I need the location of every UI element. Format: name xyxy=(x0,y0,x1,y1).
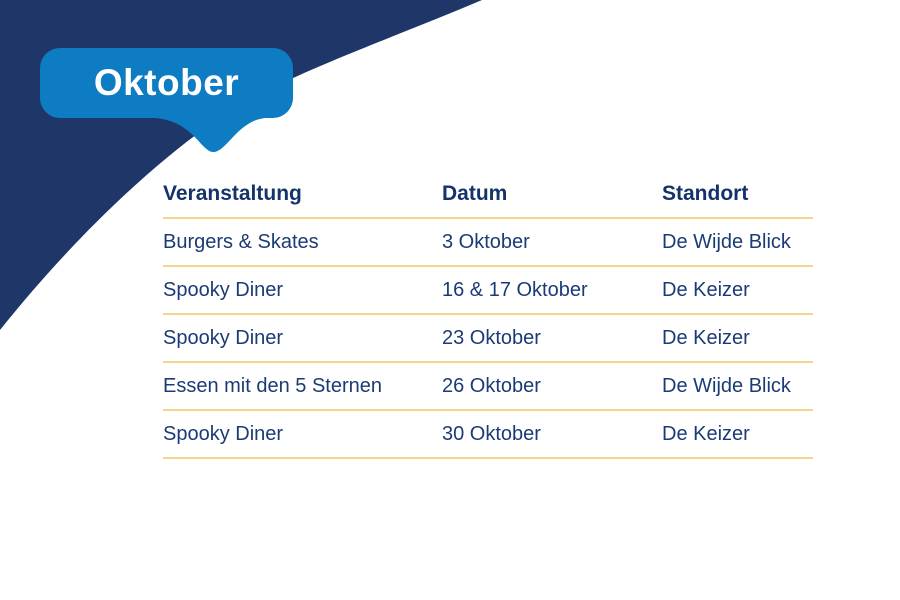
cell-standort: De Wijde Blick xyxy=(662,230,791,253)
table-row: Essen mit den 5 Sternen 26 Oktober De Wi… xyxy=(163,363,813,411)
table-row: Spooky Diner 23 Oktober De Keizer xyxy=(163,315,813,363)
column-header-standort: Standort xyxy=(662,182,749,205)
cell-standort: De Keizer xyxy=(662,422,750,445)
cell-datum: 26 Oktober xyxy=(442,374,541,397)
cell-datum: 16 & 17 Oktober xyxy=(442,278,588,301)
column-header-veranstaltung: Veranstaltung xyxy=(163,182,302,205)
table-row: Spooky Diner 16 & 17 Oktober De Keizer xyxy=(163,267,813,315)
month-badge-shape xyxy=(40,48,293,153)
table-row: Spooky Diner 30 Oktober De Keizer xyxy=(163,411,813,459)
events-table: Veranstaltung Datum Standort Burgers & S… xyxy=(163,171,813,459)
month-badge-label: Oktober xyxy=(93,62,240,103)
cell-datum: 30 Oktober xyxy=(442,422,541,445)
cell-veranstaltung: Essen mit den 5 Sternen xyxy=(163,374,383,397)
cell-standort: De Wijde Blick xyxy=(662,374,791,397)
column-header-datum: Datum xyxy=(442,182,508,205)
cell-veranstaltung: Spooky Diner xyxy=(163,326,284,349)
cell-standort: De Keizer xyxy=(662,326,750,349)
cell-veranstaltung: Spooky Diner xyxy=(163,422,284,445)
cell-datum: 23 Oktober xyxy=(442,326,541,349)
table-header-row: Veranstaltung Datum Standort xyxy=(163,171,813,219)
table-row: Burgers & Skates 3 Oktober De Wijde Blic… xyxy=(163,219,813,267)
cell-veranstaltung: Burgers & Skates xyxy=(163,230,319,253)
cell-veranstaltung: Spooky Diner xyxy=(163,278,284,301)
cell-datum: 3 Oktober xyxy=(442,230,530,253)
cell-standort: De Keizer xyxy=(662,278,750,301)
